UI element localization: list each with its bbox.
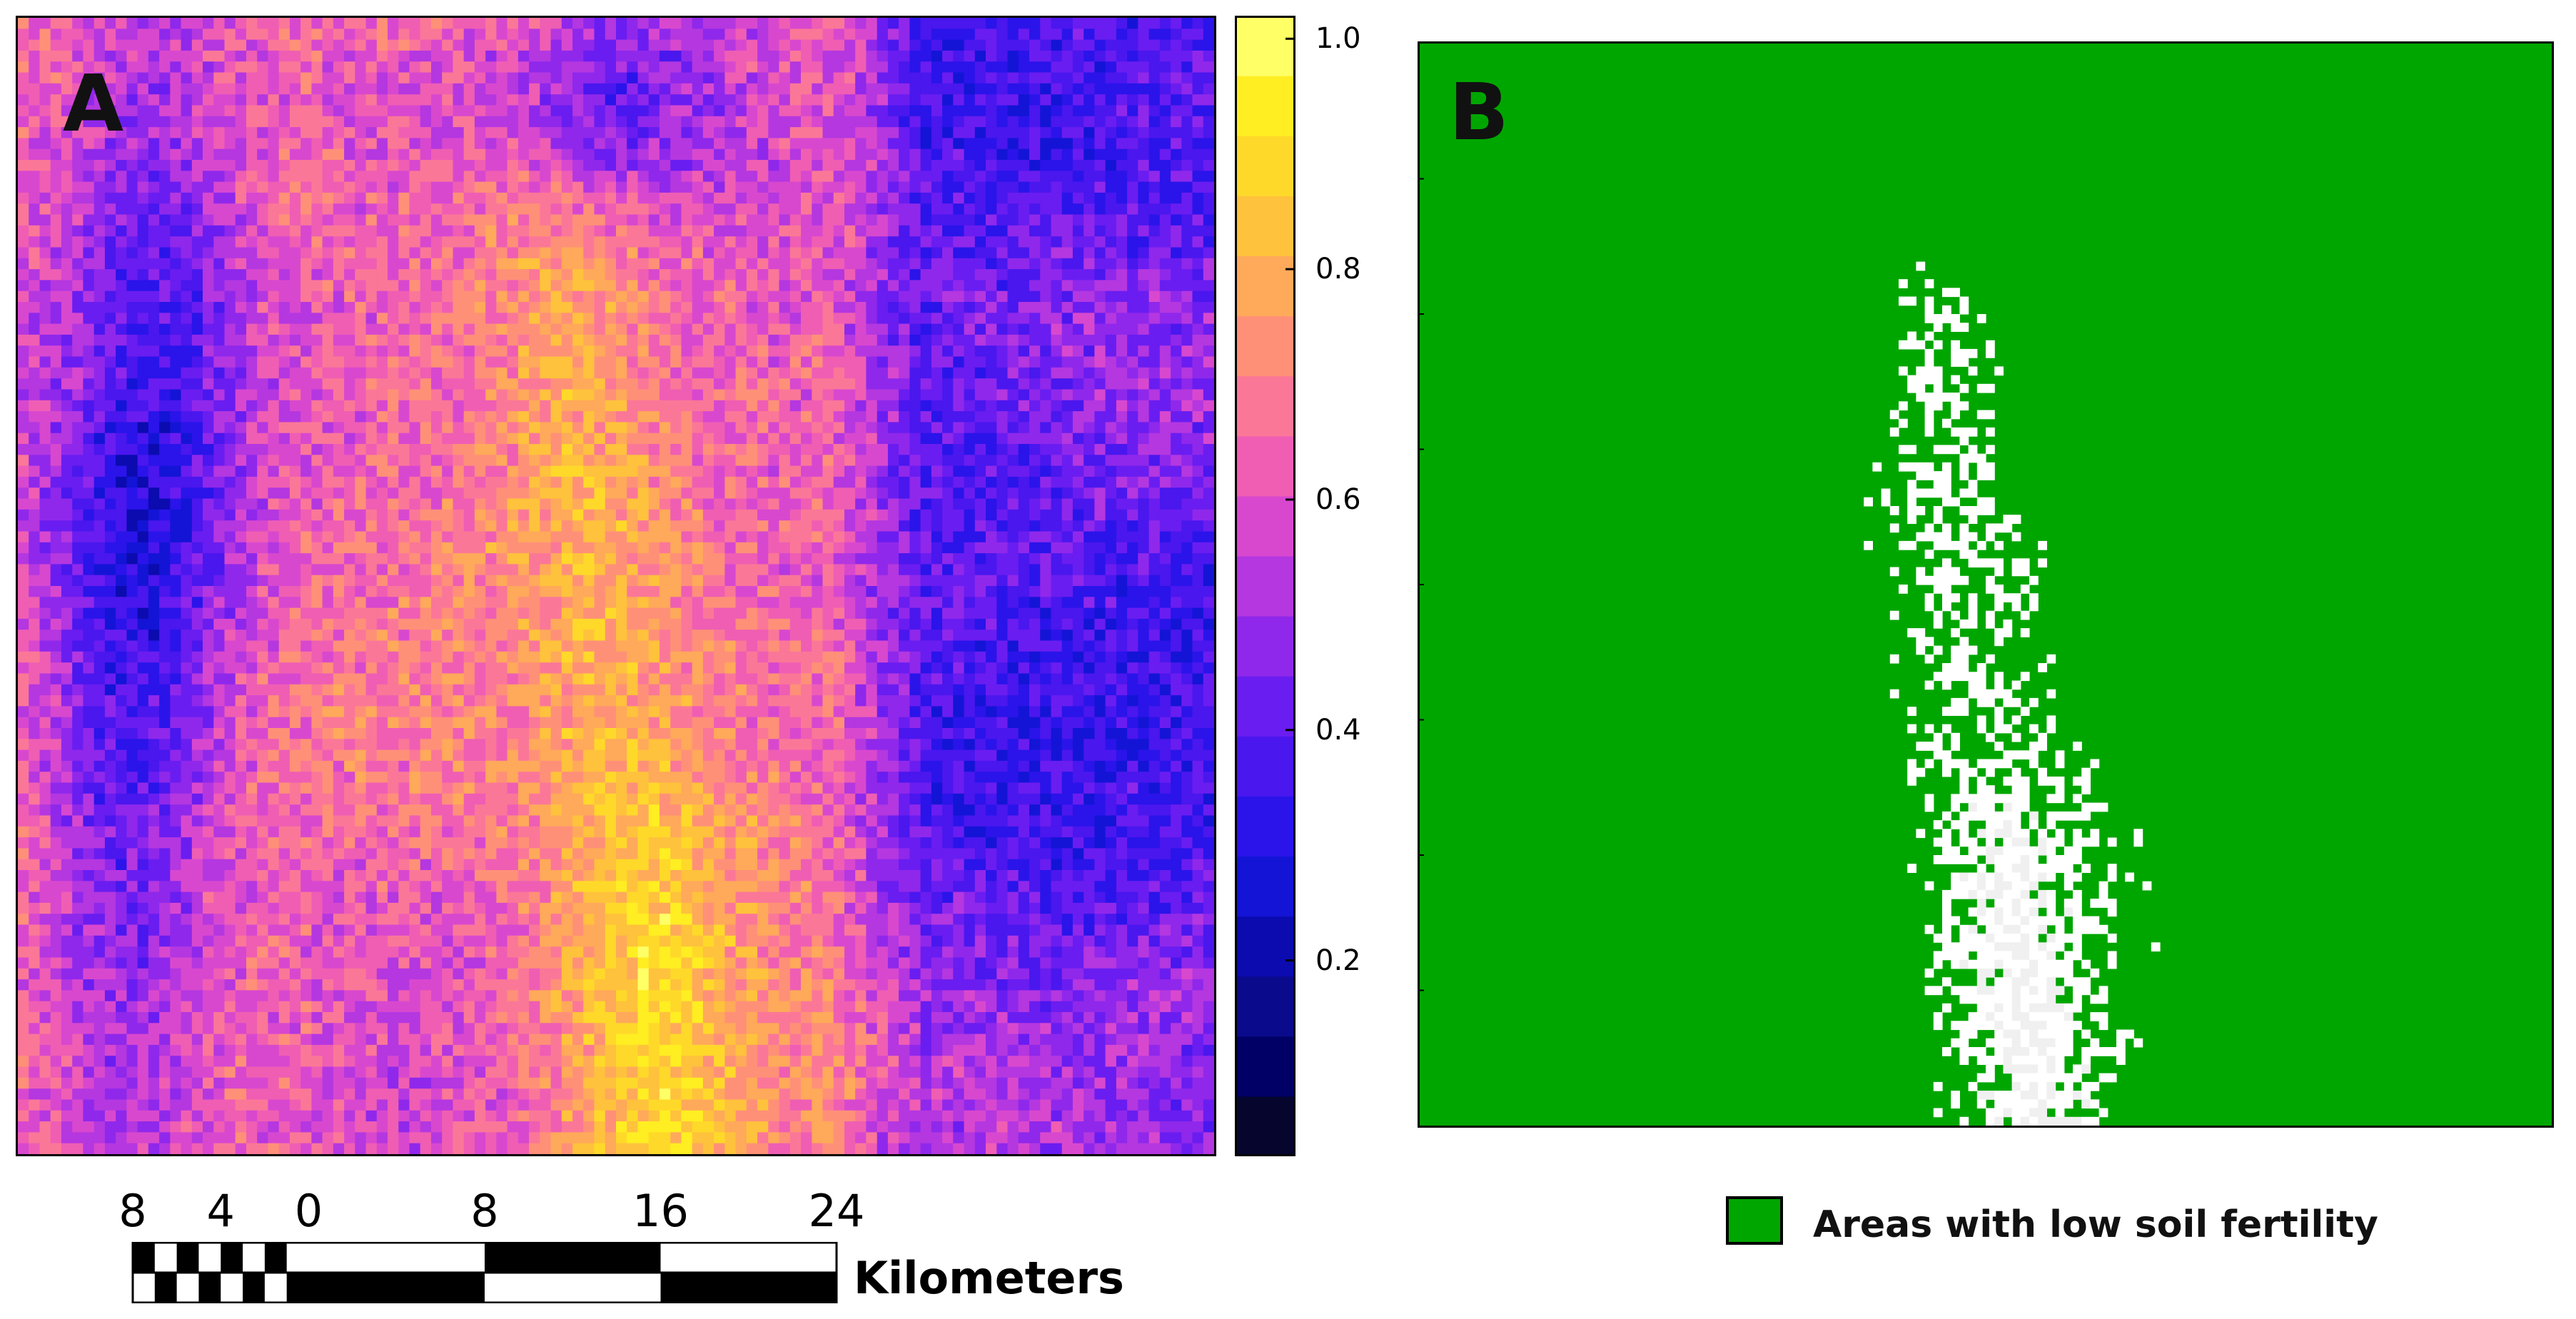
scale-segment — [198, 1273, 221, 1303]
colorbar-tick-label: 1.0 — [1315, 22, 1361, 56]
colorbar-bin — [1235, 736, 1295, 797]
colorbar-bin — [1235, 555, 1295, 617]
scale-bar-label: 8 — [118, 1185, 147, 1237]
panel-label-a: A — [63, 58, 124, 149]
colorbar-bin — [1235, 375, 1295, 437]
colorbar-bin — [1235, 435, 1295, 497]
scale-segment — [243, 1273, 265, 1303]
scale-bar-label: 8 — [470, 1185, 499, 1237]
colorbar-bin — [1235, 315, 1295, 377]
raster-map-a — [18, 18, 1214, 1154]
colorbar-bin — [1235, 136, 1295, 196]
scale-bar-label: 4 — [206, 1185, 235, 1237]
map-panel-a — [16, 16, 1216, 1156]
colorbar-bin — [1235, 1096, 1295, 1157]
scale-segment — [485, 1242, 661, 1273]
colorbar-border — [1235, 16, 1295, 1156]
scale-bar — [127, 1241, 842, 1304]
scale-segment — [221, 1242, 243, 1273]
scale-bar-label: 0 — [294, 1185, 323, 1237]
scale-segment — [154, 1273, 177, 1303]
colorbar-tick-label: 0.4 — [1315, 713, 1361, 747]
colorbar-bin — [1235, 676, 1295, 737]
scale-segment — [176, 1242, 199, 1273]
legend-label-low-fertility: Areas with low soil fertility — [1813, 1203, 2378, 1246]
panel-label-b: B — [1449, 66, 1509, 158]
colorbar-gradient — [1235, 16, 1295, 1157]
colorbar-bin — [1235, 856, 1295, 917]
colorbar-bin — [1235, 976, 1295, 1037]
scale-segment — [308, 1273, 485, 1303]
legend-swatch-low-fertility — [1726, 1196, 1783, 1245]
colorbar-bin — [1235, 1036, 1295, 1097]
colorbar-tick-label: 0.6 — [1315, 482, 1361, 516]
colorbar-bin — [1235, 916, 1295, 977]
colorbar-bin — [1235, 495, 1295, 557]
colorbar-bin — [1235, 616, 1295, 677]
colorbar-bin — [1235, 196, 1295, 257]
scale-segment — [286, 1273, 309, 1303]
raster-map-b — [1420, 44, 2552, 1126]
colorbar-bin — [1235, 76, 1295, 136]
colorbar-bin — [1235, 796, 1295, 857]
scale-bar-label: 24 — [808, 1185, 865, 1237]
scale-bar-label: 16 — [632, 1185, 689, 1237]
scale-bar-unit: Kilometers — [854, 1252, 1124, 1304]
colorbar-tick-label: 0.8 — [1315, 253, 1361, 286]
colorbar-bin — [1235, 16, 1295, 76]
colorbar — [1235, 16, 1295, 1157]
map-panel-b — [1418, 41, 2554, 1128]
scale-segment — [660, 1273, 837, 1303]
scale-segment — [133, 1242, 155, 1273]
scale-segment — [264, 1242, 287, 1273]
colorbar-tick-label: 0.2 — [1315, 944, 1361, 977]
scale-bar-graphic — [131, 1241, 838, 1304]
colorbar-bin — [1235, 256, 1295, 317]
